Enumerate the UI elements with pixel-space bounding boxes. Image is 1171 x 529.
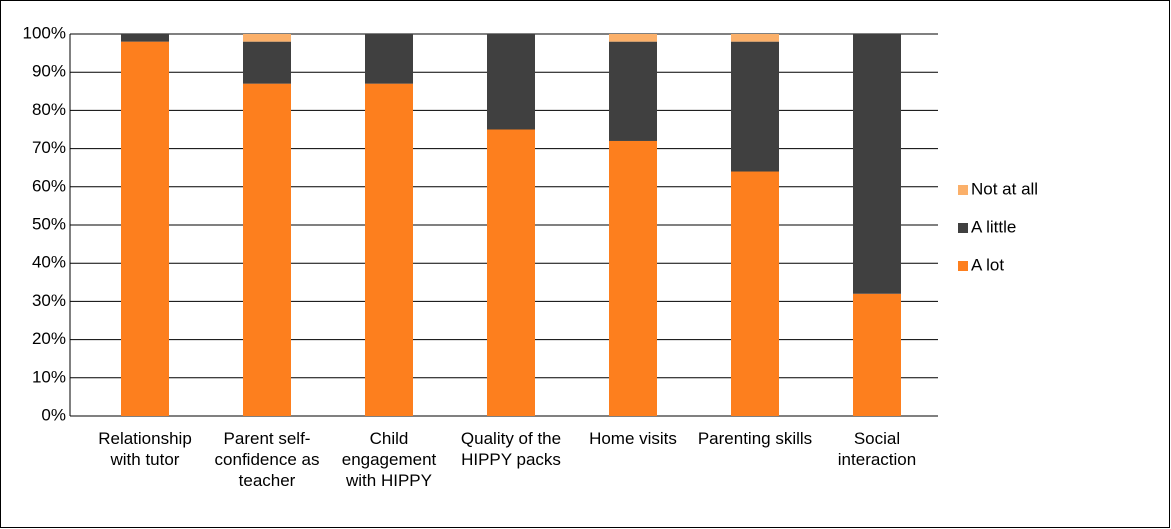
y-tick-label: 30% [32, 291, 66, 310]
x-tick-label: Social interaction [837, 429, 917, 469]
bar-segment [121, 34, 169, 42]
bar-segment [731, 34, 779, 42]
bar-segment [609, 34, 657, 42]
x-tick-label: Relationship with tutor [98, 429, 192, 469]
legend-swatch [958, 261, 968, 271]
bar-segment [365, 83, 413, 416]
x-tick-label: Child engagement with HIPPY [341, 429, 437, 490]
y-tick-label: 20% [32, 329, 66, 348]
y-tick-label: 90% [32, 62, 66, 81]
bar-segment [609, 41, 657, 141]
bar-segment [853, 293, 901, 416]
bar-segment [731, 41, 779, 172]
x-tick-label: Quality of the HIPPY packs [460, 429, 562, 469]
bar-segment [243, 41, 291, 84]
bar-segment [243, 83, 291, 416]
y-tick-label: 100% [23, 23, 66, 42]
bar-segment [609, 140, 657, 416]
bar-segment [243, 34, 291, 42]
y-tick-label: 40% [32, 253, 66, 272]
legend-label: Not at all [971, 179, 1038, 198]
bar-segment [487, 129, 535, 416]
x-tick-label: Parenting skills [697, 429, 813, 448]
bar-segment [853, 34, 901, 294]
y-tick-label: 60% [32, 176, 66, 195]
x-tick-label: Home visits [589, 429, 677, 448]
y-tick-label: 80% [32, 100, 66, 119]
legend-label: A lot [971, 255, 1004, 274]
y-tick-label: 10% [32, 367, 66, 386]
y-tick-label: 70% [32, 138, 66, 157]
y-tick-label: 50% [32, 214, 66, 233]
legend-swatch [958, 223, 968, 233]
legend-label: A little [971, 217, 1016, 236]
bar-segment [121, 41, 169, 416]
y-tick-label: 0% [41, 405, 66, 424]
bar-segment [365, 34, 413, 84]
x-tick-label: Parent self-confidence as teacher [214, 429, 320, 490]
legend-swatch [958, 185, 968, 195]
bar-segment [487, 34, 535, 130]
bar-segment [731, 171, 779, 416]
